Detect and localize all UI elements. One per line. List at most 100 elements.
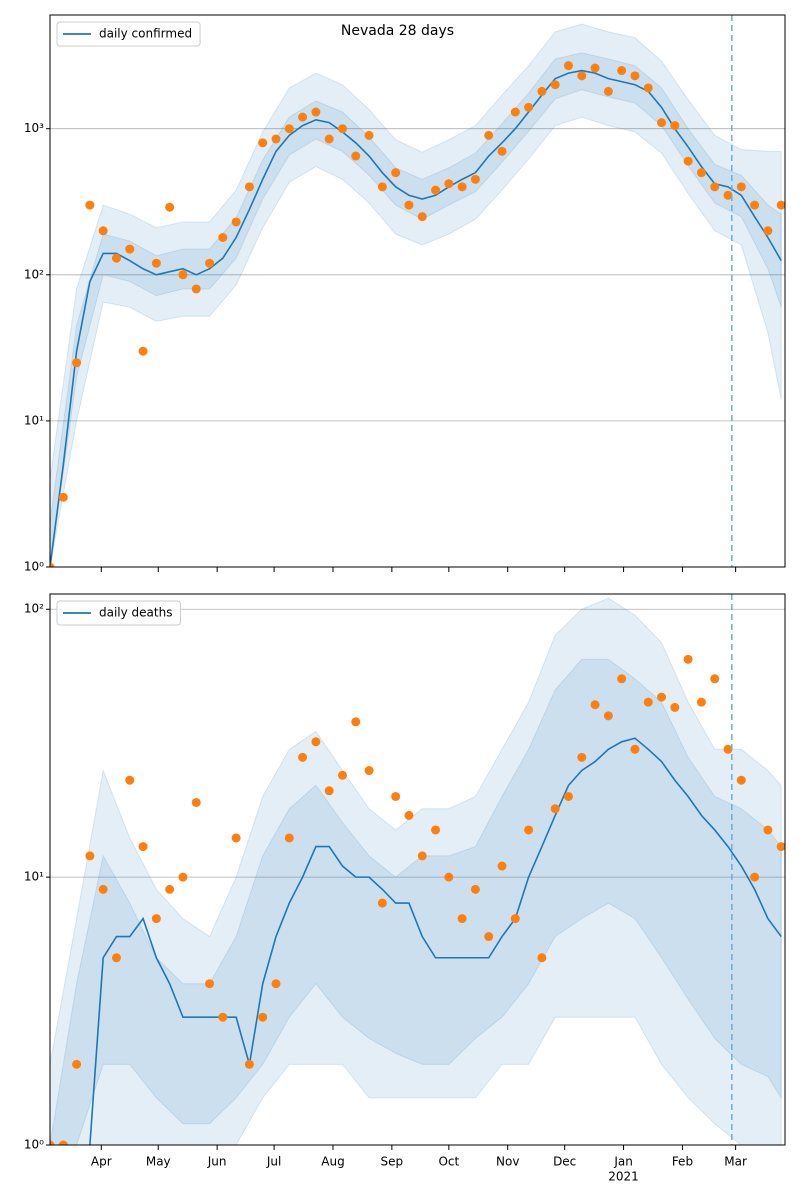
data-point [763, 825, 773, 835]
x-tick-label: Mar [724, 1155, 747, 1169]
data-point [670, 121, 680, 131]
data-point [750, 872, 760, 882]
data-point [258, 1012, 268, 1022]
data-point [151, 258, 161, 268]
data-point [284, 124, 294, 134]
data-point [683, 654, 693, 664]
data-point [550, 80, 560, 90]
data-point [111, 253, 121, 263]
legend-label: daily confirmed [99, 27, 192, 41]
data-point [50, 1140, 55, 1145]
x-tick-label: Nov [496, 1155, 519, 1169]
data-point [657, 118, 667, 128]
data-point [484, 130, 494, 140]
data-point [723, 190, 733, 200]
data-point [72, 358, 82, 368]
data-point [630, 744, 640, 754]
data-point [244, 1059, 254, 1069]
plot-frame [49, 593, 786, 1146]
data-point [324, 134, 334, 144]
data-point [457, 914, 467, 924]
data-point [670, 702, 680, 712]
data-point [324, 786, 334, 796]
data-point [417, 212, 427, 222]
y-tick-label: 10¹ [24, 413, 44, 427]
data-point [284, 833, 294, 843]
data-point [218, 232, 228, 242]
data-point [298, 752, 308, 762]
data-point [231, 833, 241, 843]
data-point [125, 244, 135, 254]
y-tick-label: 10¹ [24, 870, 44, 884]
data-point [457, 182, 467, 192]
y-tick-label: 10⁰ [24, 560, 44, 574]
chart-title: Nevada 28 days [341, 23, 454, 39]
data-point [470, 174, 480, 184]
data-point [763, 226, 773, 236]
data-point [603, 86, 613, 96]
data-point [417, 851, 427, 861]
data-point [431, 825, 441, 835]
data-point [710, 182, 720, 192]
data-point [696, 697, 706, 707]
data-point [391, 168, 401, 178]
data-point [311, 737, 321, 747]
data-point [271, 134, 281, 144]
data-point [337, 124, 347, 134]
data-point [630, 71, 640, 81]
data-point [364, 130, 374, 140]
data-point [603, 711, 613, 721]
data-point [444, 179, 454, 189]
x-tick-label: Jul [266, 1155, 281, 1169]
data-point [577, 752, 587, 762]
data-point [165, 202, 175, 212]
data-point [750, 200, 760, 210]
data-point [125, 775, 135, 785]
data-point [298, 112, 308, 122]
data-point [205, 258, 215, 268]
x-tick-label: Jun [207, 1155, 227, 1169]
data-point [550, 804, 560, 814]
data-point [736, 182, 746, 192]
data-point [85, 200, 95, 210]
series-line [50, 69, 782, 567]
data-point [577, 71, 587, 81]
data-point [165, 884, 175, 894]
data-point [657, 692, 667, 702]
plot-area [50, 597, 785, 1145]
legend-label: daily deaths [99, 606, 172, 620]
confidence-band [50, 52, 782, 567]
confidence-band [50, 658, 782, 1145]
y-tick-label: 10² [24, 267, 44, 281]
y-tick-label: 10² [24, 602, 44, 616]
data-point [98, 226, 108, 236]
x-tick-label-secondary: 2021 [608, 1170, 639, 1184]
legend-box [56, 600, 181, 626]
y-tick-label: 10³ [24, 121, 44, 135]
data-point [510, 107, 520, 117]
data-point [337, 770, 347, 780]
data-point [776, 842, 785, 852]
data-point [776, 200, 785, 210]
data-point [537, 953, 547, 963]
data-point [696, 168, 706, 178]
data-point [218, 1012, 228, 1022]
data-point [351, 717, 361, 727]
data-point [683, 156, 693, 166]
data-point [391, 791, 401, 801]
series-line [89, 737, 782, 1145]
data-point [351, 151, 361, 161]
data-point [191, 284, 201, 294]
data-point [510, 914, 520, 924]
data-point [58, 492, 68, 502]
data-point [178, 872, 188, 882]
data-point [98, 884, 108, 894]
x-tick-label: Jan [613, 1155, 633, 1169]
x-tick-label: Aug [321, 1155, 344, 1169]
data-point [524, 825, 534, 835]
confidence-band [50, 597, 782, 1145]
plot-frame [49, 14, 786, 568]
data-point [72, 1059, 82, 1069]
data-point [151, 914, 161, 924]
